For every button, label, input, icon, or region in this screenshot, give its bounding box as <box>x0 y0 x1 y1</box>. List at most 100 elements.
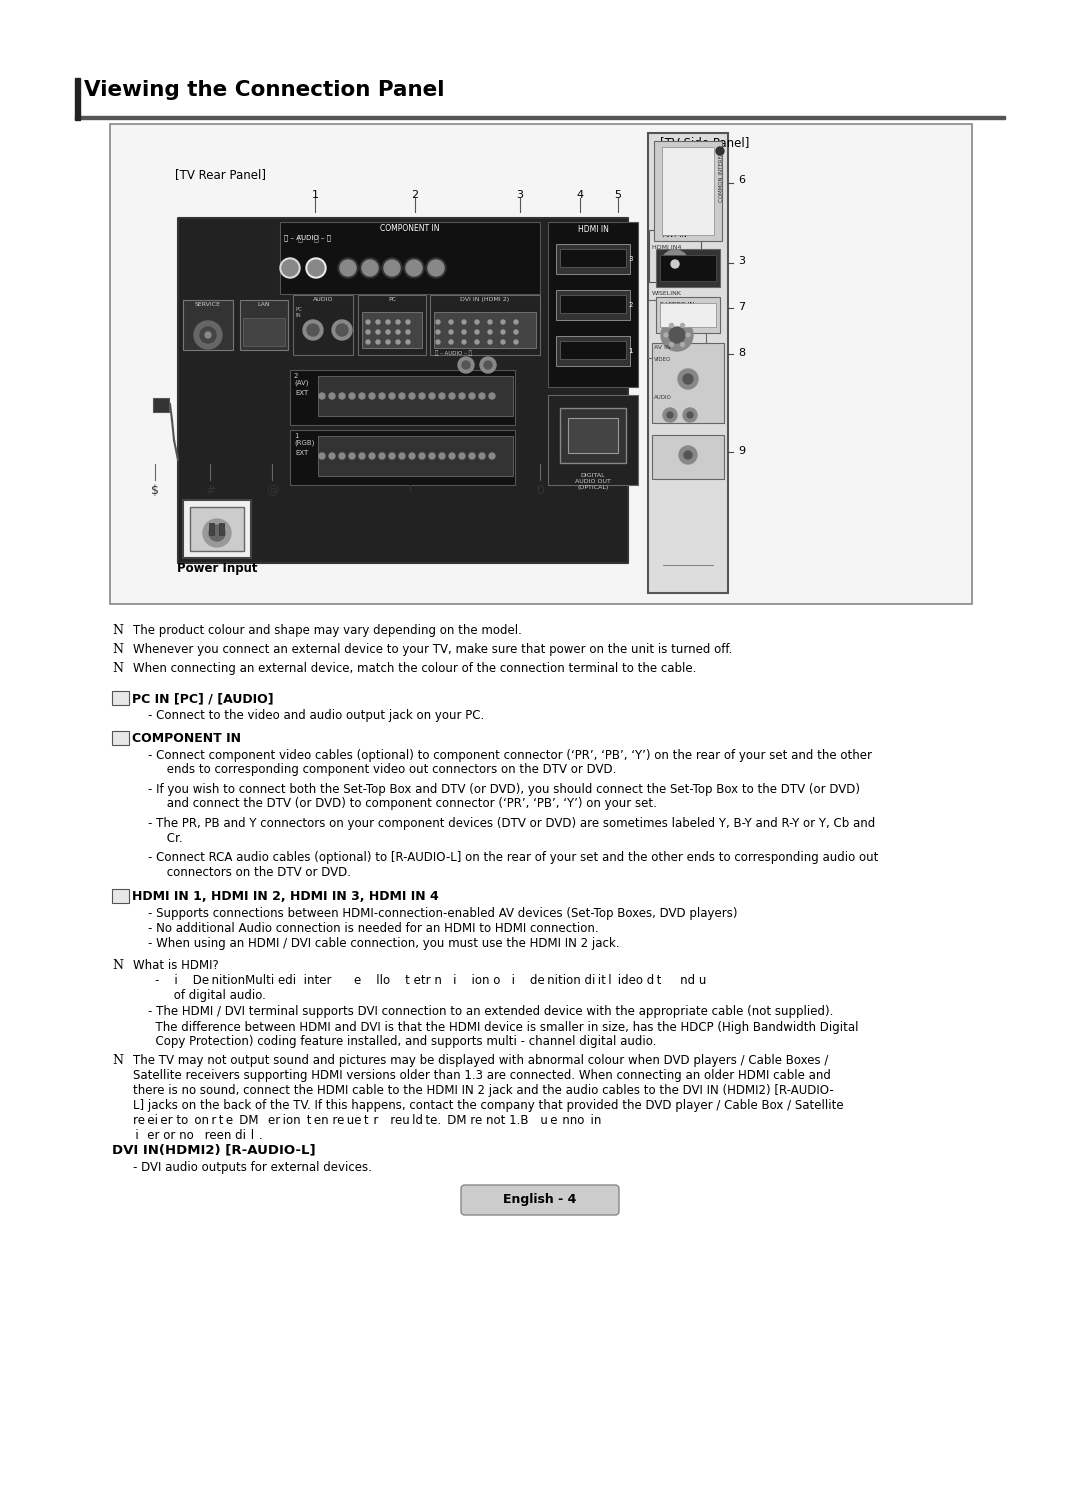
Bar <box>183 500 251 558</box>
Circle shape <box>469 393 475 399</box>
Circle shape <box>462 320 465 324</box>
Bar <box>112 690 129 705</box>
Text: N: N <box>112 958 123 972</box>
Bar <box>648 132 728 594</box>
Circle shape <box>428 260 444 275</box>
Text: Ⓡ: Ⓡ <box>298 234 303 243</box>
Circle shape <box>303 320 323 339</box>
Circle shape <box>462 330 465 333</box>
Circle shape <box>436 339 440 344</box>
Circle shape <box>449 339 453 344</box>
Circle shape <box>661 250 689 278</box>
Circle shape <box>366 320 370 324</box>
Text: HDMI IN: HDMI IN <box>578 225 608 234</box>
Circle shape <box>484 362 492 369</box>
Circle shape <box>349 393 355 399</box>
Text: 1
(RGB): 1 (RGB) <box>294 433 314 446</box>
Text: - The PR, PB and Y connectors on your component devices (DTV or DVD) are sometim: - The PR, PB and Y connectors on your co… <box>148 817 875 845</box>
Circle shape <box>475 339 480 344</box>
Circle shape <box>501 330 505 333</box>
Text: 5: 5 <box>615 190 621 199</box>
Text: What is HDMI?: What is HDMI? <box>133 958 219 972</box>
Circle shape <box>679 446 697 464</box>
Text: EXT: EXT <box>295 449 308 455</box>
Text: - Supports connections between HDMI-connection-enabled AV devices (Set-Top Boxes: - Supports connections between HDMI-conn… <box>148 906 738 920</box>
Text: PC IN [PC] / [AUDIO]: PC IN [PC] / [AUDIO] <box>132 692 273 705</box>
Circle shape <box>332 320 352 339</box>
Circle shape <box>678 369 698 388</box>
Text: Ⓛ: Ⓛ <box>314 234 319 243</box>
Bar <box>240 301 288 350</box>
Circle shape <box>194 321 222 350</box>
Text: Ⓡ – AUDIO – Ⓛ: Ⓡ – AUDIO – Ⓛ <box>435 350 472 356</box>
Circle shape <box>200 327 216 344</box>
Circle shape <box>406 339 410 344</box>
Bar <box>568 418 618 452</box>
Bar <box>656 248 720 287</box>
Text: 1: 1 <box>629 348 633 354</box>
Text: - DVI audio outputs for external devices.: - DVI audio outputs for external devices… <box>133 1161 372 1174</box>
Circle shape <box>406 260 422 275</box>
Circle shape <box>449 452 455 458</box>
Bar <box>291 430 515 485</box>
Circle shape <box>716 147 724 155</box>
Circle shape <box>514 339 518 344</box>
Circle shape <box>319 452 325 458</box>
Bar <box>178 219 627 562</box>
Circle shape <box>475 320 480 324</box>
Circle shape <box>362 260 378 275</box>
Bar <box>434 312 536 348</box>
Text: SERVICE: SERVICE <box>195 302 221 307</box>
Circle shape <box>449 393 455 399</box>
Circle shape <box>684 451 692 458</box>
Circle shape <box>501 339 505 344</box>
Circle shape <box>339 452 345 458</box>
Text: The TV may not output sound and pictures may be displayed with abnormal colour w: The TV may not output sound and pictures… <box>133 1054 843 1141</box>
Circle shape <box>338 257 357 278</box>
Circle shape <box>319 393 325 399</box>
Text: HDMI IN 1, HDMI IN 2, HDMI IN 3, HDMI IN 4: HDMI IN 1, HDMI IN 2, HDMI IN 3, HDMI IN… <box>132 890 438 903</box>
Bar <box>110 124 972 604</box>
Circle shape <box>379 393 384 399</box>
Text: - Connect component video cables (optional) to component connector (‘PR’, ‘PB’, : - Connect component video cables (option… <box>148 748 872 777</box>
Circle shape <box>438 393 445 399</box>
Circle shape <box>686 333 690 336</box>
Bar <box>561 408 626 463</box>
Circle shape <box>501 320 505 324</box>
Circle shape <box>670 323 674 327</box>
Bar <box>556 244 630 274</box>
Circle shape <box>436 320 440 324</box>
Bar <box>662 147 714 235</box>
Circle shape <box>514 330 518 333</box>
Bar <box>362 312 422 348</box>
Text: [TV Rear Panel]: [TV Rear Panel] <box>175 168 266 182</box>
Circle shape <box>280 257 300 278</box>
Circle shape <box>404 257 424 278</box>
Circle shape <box>396 320 400 324</box>
Circle shape <box>399 452 405 458</box>
Text: DIGITAL
AUDIO OUT
(OPTICAL): DIGITAL AUDIO OUT (OPTICAL) <box>575 473 611 490</box>
Text: #: # <box>205 484 215 497</box>
Text: 8: 8 <box>738 348 745 359</box>
Circle shape <box>514 320 518 324</box>
Circle shape <box>205 332 211 338</box>
Circle shape <box>436 330 440 333</box>
Bar <box>649 231 701 283</box>
Circle shape <box>396 330 400 333</box>
Text: N: N <box>112 643 123 656</box>
Circle shape <box>426 257 446 278</box>
Circle shape <box>308 260 324 275</box>
Circle shape <box>663 408 677 423</box>
Circle shape <box>458 357 474 373</box>
Text: EXT: EXT <box>295 390 308 396</box>
Circle shape <box>469 452 475 458</box>
Text: Whenever you connect an external device to your TV, make sure that power on the : Whenever you connect an external device … <box>133 643 732 656</box>
Circle shape <box>406 320 410 324</box>
Text: DVI IN (HDMI 2): DVI IN (HDMI 2) <box>460 298 510 302</box>
Circle shape <box>369 452 375 458</box>
Bar <box>293 295 353 356</box>
Bar <box>153 397 168 412</box>
Text: S-VIDEO IN: S-VIDEO IN <box>660 302 694 307</box>
Circle shape <box>671 260 679 268</box>
Circle shape <box>366 339 370 344</box>
